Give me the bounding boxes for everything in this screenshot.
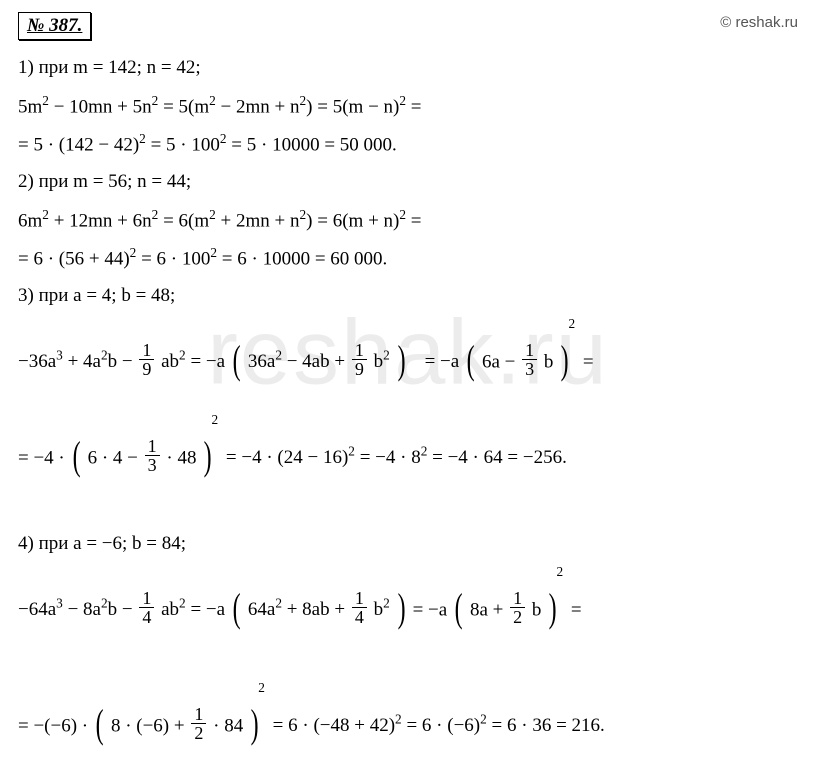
p1-header: 1) при m = 142; n = 42; [18, 54, 798, 83]
p3-l2seg2: 6 · 4 − [88, 447, 143, 468]
p4-l2seg3: · 84 [213, 715, 243, 736]
p4-seg8: = [571, 599, 582, 620]
p3-frac4: 13 [145, 437, 160, 476]
p3-l2seg1: = −4 · [18, 447, 70, 468]
lparen-icon: ( [96, 680, 104, 768]
rparen-icon: ) [204, 412, 212, 500]
lparen-icon: ( [467, 316, 475, 404]
p3-line2: = −4 · ( 6 · 4 − 13 · 48 )2 = −4 · (24 −… [18, 415, 798, 503]
p4-frac3: 12 [510, 589, 525, 628]
p3-seg4: b2 [374, 351, 390, 372]
p3-header: 3) при a = 4; b = 48; [18, 282, 798, 311]
p3-frac3: 13 [522, 341, 537, 380]
rparen-icon: ) [397, 564, 405, 652]
exp2: 2 [212, 412, 219, 427]
p4-frac1: 14 [139, 589, 154, 628]
p4-l2seg4: = 6 · (−48 + 42)2 = 6 · (−6)2 = 6 · 36 =… [273, 715, 605, 736]
p4-frac4: 12 [191, 705, 206, 744]
p3-l2seg3: · 48 [166, 447, 196, 468]
p4-header: 4) при a = −6; b = 84; [18, 530, 798, 559]
p4-seg5: = −a [413, 599, 452, 620]
p2-line1: 6m2 + 12mn + 6n2 = 6(m2 + 2mn + n2) = 6(… [18, 205, 798, 236]
p2-line2: = 6 · (56 + 44)2 = 6 · 1002 = 6 · 10000 … [18, 243, 798, 274]
p4-line1: −64a3 − 8a2b − 14 ab2 = −a ( 64a2 + 8ab … [18, 567, 798, 655]
p4-seg4: b2 [374, 599, 390, 620]
exp2: 2 [556, 564, 563, 579]
p3-seg5: = −a [413, 351, 464, 372]
lparen-icon: ( [455, 564, 463, 652]
p3-line1: −36a3 + 4a2b − 19 ab2 = −a ( 36a2 − 4ab … [18, 319, 798, 407]
main-content: № 387. 1) при m = 142; n = 42; 5m2 − 10m… [18, 12, 798, 770]
p3-l2seg4: = −4 · (24 − 16)2 = −4 · 82 = −4 · 64 = … [226, 447, 567, 468]
exp2: 2 [258, 680, 265, 695]
p4-l2seg1: = −(−6) · [18, 715, 93, 736]
exp2: 2 [568, 316, 575, 331]
p3-seg7: b [544, 351, 554, 372]
p4-seg7: b [532, 599, 542, 620]
p1-line1: 5m2 − 10mn + 5n2 = 5(m2 − 2mn + n2) = 5(… [18, 91, 798, 122]
p1-line2: = 5 · (142 − 42)2 = 5 · 1002 = 5 · 10000… [18, 129, 798, 160]
lparen-icon: ( [232, 316, 240, 404]
p4-l2seg2: 8 · (−6) + [111, 715, 189, 736]
p4-seg1: −64a3 − 8a2b − [18, 599, 137, 620]
lparen-icon: ( [72, 412, 80, 500]
p2-header: 2) при m = 56; n = 44; [18, 168, 798, 197]
p3-seg1: −36a3 + 4a2b − [18, 351, 137, 372]
rparen-icon: ) [397, 316, 405, 404]
p3-seg3: 36a2 − 4ab + [248, 351, 350, 372]
p3-seg8: = [583, 351, 594, 372]
p3-frac2: 19 [352, 341, 367, 380]
lparen-icon: ( [232, 564, 240, 652]
p3-frac1: 19 [139, 341, 154, 380]
problem-number: № 387. [18, 12, 91, 40]
p4-seg2: ab2 = −a [161, 599, 230, 620]
p4-line2: = −(−6) · ( 8 · (−6) + 12 · 84 )2 = 6 · … [18, 683, 798, 770]
p3-seg2: ab2 = −a [161, 351, 230, 372]
p3-seg6: 6a − [482, 351, 520, 372]
p4-seg3: 64a2 + 8ab + [248, 599, 350, 620]
p4-seg6: 8a + [470, 599, 508, 620]
p4-frac2: 14 [352, 589, 367, 628]
